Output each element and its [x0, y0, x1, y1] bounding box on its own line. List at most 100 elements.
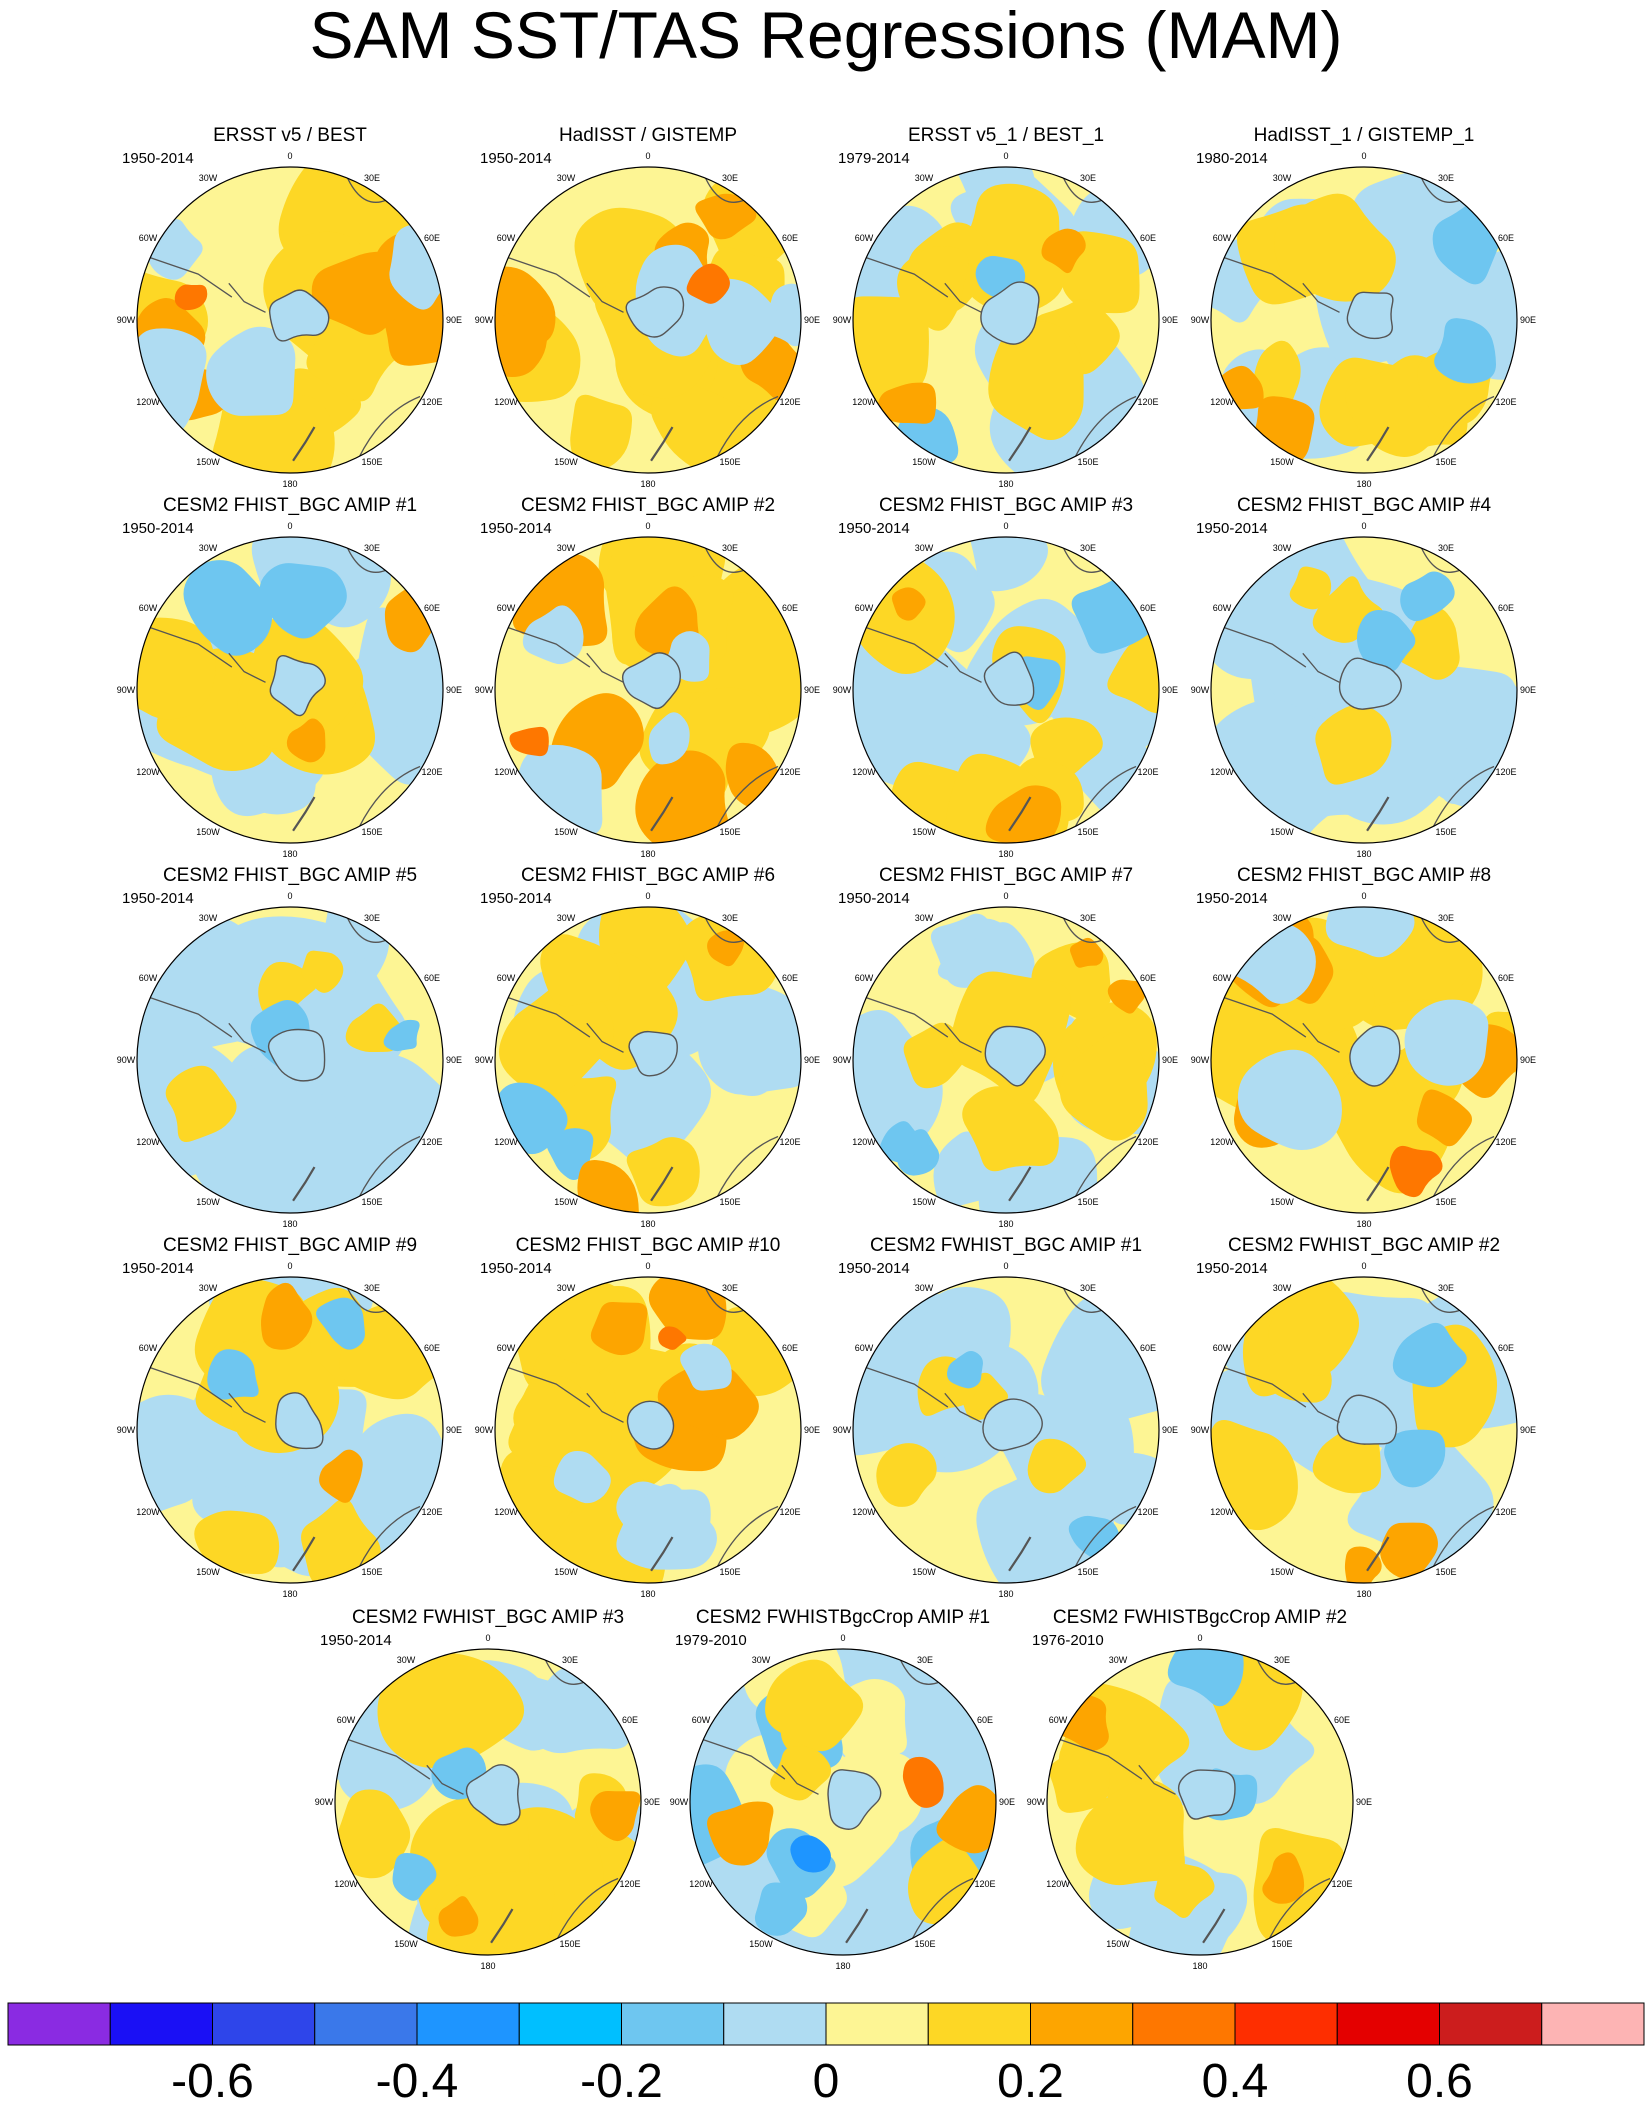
contour-region: [499, 982, 615, 1094]
antarctic-peninsula: [586, 1022, 624, 1053]
longitude-label: 30W: [199, 543, 218, 553]
regression-field: [690, 1649, 996, 1955]
longitude-label: 90E: [804, 685, 820, 695]
map-boundary: [494, 536, 802, 844]
longitude-label: 180: [640, 1589, 655, 1599]
new-zealand-coast: [1366, 1166, 1390, 1202]
contour-region: [1253, 340, 1301, 414]
longitude-label: 90W: [833, 1425, 852, 1435]
antarctica-landmass: [268, 289, 330, 342]
antarctic-peninsula: [1302, 282, 1340, 313]
longitude-label: 30E: [1438, 913, 1454, 923]
longitude-label: 30W: [1273, 913, 1292, 923]
panel-title: CESM2 FWHIST_BGC AMIP #3: [352, 1607, 624, 1628]
longitude-label: 150E: [1435, 457, 1456, 467]
longitude-label: 90W: [475, 1055, 494, 1065]
regression-field: [1211, 167, 1517, 473]
longitude-label: 90W: [1191, 685, 1210, 695]
contour-region: [319, 1449, 363, 1503]
colorbar-swatch: [518, 2002, 622, 2046]
australia-coast: [358, 765, 421, 828]
longitude-label: 0: [1003, 1261, 1008, 1271]
south-america-coast: [144, 1365, 233, 1408]
south-america-coast: [502, 255, 591, 298]
south-america-coast: [860, 995, 949, 1038]
longitude-label: 120W: [852, 397, 876, 407]
longitude-label: 150E: [361, 1197, 382, 1207]
longitude-label: 90W: [1027, 1797, 1046, 1807]
longitude-label: 0: [1003, 891, 1008, 901]
contour-region: [697, 982, 801, 1095]
map-panel: CESM2 FHIST_BGC AMIP #4 1950-2014 0 30E 60E 9…: [1191, 495, 1536, 859]
regression-field: [335, 1649, 641, 1955]
longitude-label: 150W: [196, 457, 220, 467]
longitude-label: 60W: [497, 603, 516, 613]
longitude-label: 60E: [782, 603, 798, 613]
australia-coast: [1074, 1135, 1137, 1198]
contour-region: [1041, 228, 1086, 274]
colorbar: -0.6 -0.4 -0.2 0 0.2 0.4 0.6: [7, 2002, 1645, 2104]
antarctic-peninsula: [1302, 1392, 1340, 1423]
map-boundary: [1046, 1648, 1354, 1956]
longitude-label: 60W: [1213, 973, 1232, 983]
map-boundary: [334, 1648, 642, 1956]
australia-coast: [556, 1877, 619, 1940]
longitude-label: 180: [998, 1219, 1013, 1229]
longitude-label: 90W: [117, 1425, 136, 1435]
contour-region: [1049, 1749, 1110, 1813]
map-panel: ERSST v5 / BEST 1950-2014 0 30E 60E 90E 120E 15…: [117, 125, 462, 489]
longitude-label: 60W: [855, 233, 874, 243]
australia-coast: [716, 765, 779, 828]
antarctica-landmass: [628, 1030, 678, 1077]
longitude-label: 30W: [199, 173, 218, 183]
longitude-label: 150E: [719, 1567, 740, 1577]
panel-title: CESM2 FHIST_BGC AMIP #5: [163, 865, 417, 886]
panel-title: CESM2 FHIST_BGC AMIP #3: [879, 495, 1133, 516]
longitude-label: 90E: [1520, 1425, 1536, 1435]
contour-region: [1396, 607, 1460, 680]
regression-field: [853, 1277, 1159, 1583]
longitude-label: 60E: [424, 603, 440, 613]
contour-region: [301, 950, 344, 993]
contour-region: [970, 537, 1048, 592]
contour-region: [331, 1413, 443, 1573]
longitude-label: 30E: [1438, 1283, 1454, 1293]
longitude-label: 30W: [557, 913, 576, 923]
antarctic-peninsula: [586, 652, 624, 683]
antarctic-peninsula: [1302, 652, 1340, 683]
longitude-label: 60E: [1498, 1343, 1514, 1353]
map-boundary: [494, 906, 802, 1214]
longitude-label: 90W: [475, 1425, 494, 1435]
colorbar-swatch: [1336, 2002, 1440, 2046]
contour-region: [1315, 704, 1392, 785]
colorbar-swatch: [212, 2002, 316, 2046]
panel-title: CESM2 FWHISTBgcCrop AMIP #1: [696, 1607, 990, 1628]
contour-region: [707, 930, 745, 967]
map-boundary: [136, 536, 444, 844]
panel-period: 1950-2014: [1196, 890, 1268, 907]
map-panel: CESM2 FHIST_BGC AMIP #10 1950-2014 0 30E 60E…: [475, 1235, 820, 1599]
longitude-label: 150W: [196, 1567, 220, 1577]
panel-period: 1950-2014: [122, 150, 194, 167]
longitude-label: 90E: [1520, 315, 1536, 325]
contour-region: [891, 587, 926, 621]
new-zealand-coast: [650, 796, 674, 832]
longitude-label: 120W: [1210, 397, 1234, 407]
panel-title: CESM2 FHIST_BGC AMIP #7: [879, 865, 1133, 886]
panel-title: CESM2 FWHIST_BGC AMIP #1: [870, 1235, 1142, 1256]
new-zealand-coast: [1008, 1536, 1032, 1572]
antarctic-peninsula: [944, 282, 982, 313]
australia-coast: [716, 1135, 779, 1198]
map-panel: CESM2 FHIST_BGC AMIP #6 1950-2014 0 30E 60E 9…: [475, 865, 820, 1229]
contour-region: [1274, 193, 1396, 302]
contour-region: [936, 1785, 996, 1854]
contour-region: [695, 193, 757, 240]
regression-field: [853, 537, 1159, 843]
longitude-label: 30E: [562, 1655, 578, 1665]
longitude-label: 30E: [1080, 543, 1096, 553]
longitude-label: 60W: [337, 1715, 356, 1725]
longitude-label: 180: [282, 1219, 297, 1229]
longitude-label: 0: [645, 151, 650, 161]
longitude-label: 90E: [446, 315, 462, 325]
regression-field: [495, 1277, 801, 1583]
